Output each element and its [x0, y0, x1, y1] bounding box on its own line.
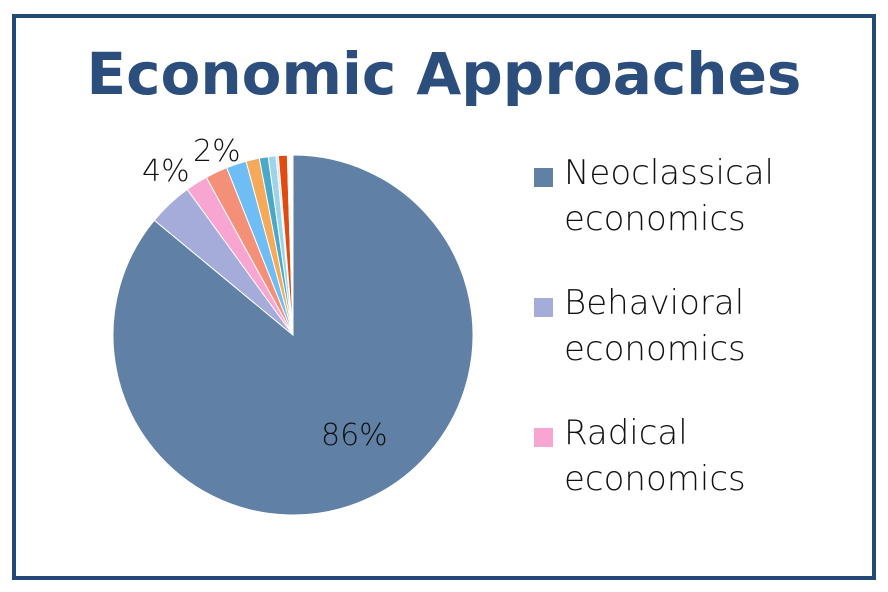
legend-swatch-icon [534, 428, 553, 447]
chart-title: Economic Approaches [86, 40, 802, 108]
data-label-behavioral: 4% [142, 154, 190, 189]
legend-swatch-icon [534, 168, 553, 187]
legend-label: Radical economics [564, 413, 746, 499]
legend-label: Neoclassical economics [564, 153, 774, 239]
data-label-radical: 2% [193, 134, 241, 169]
legend-label: Behavioral economics [564, 283, 746, 369]
pie-slice [286, 154, 294, 336]
legend-swatch-icon [534, 298, 553, 317]
pie-slice [112, 154, 474, 516]
data-label-neoclassical: 86% [321, 418, 388, 453]
